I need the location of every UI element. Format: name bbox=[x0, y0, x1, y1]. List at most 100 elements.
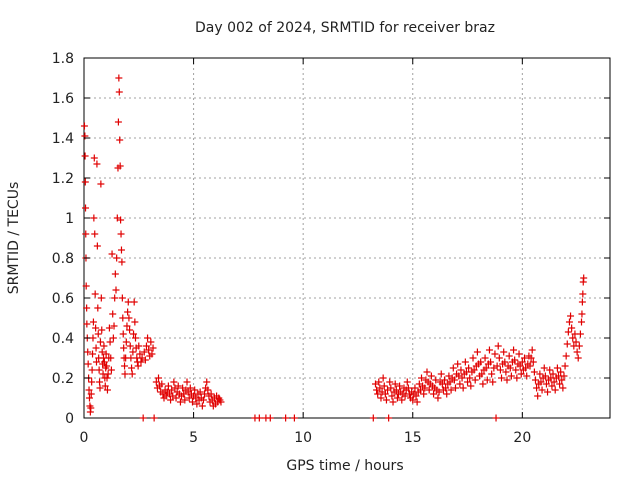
data-point bbox=[565, 318, 573, 326]
data-point bbox=[112, 286, 120, 294]
y-tick-label: 1 bbox=[65, 211, 74, 227]
data-point bbox=[493, 362, 501, 370]
data-point bbox=[186, 384, 194, 392]
data-point bbox=[396, 382, 404, 390]
data-point bbox=[82, 204, 90, 212]
data-point bbox=[130, 298, 138, 306]
data-point bbox=[446, 378, 454, 386]
data-point bbox=[459, 384, 467, 392]
data-point bbox=[170, 378, 178, 386]
data-point bbox=[139, 414, 147, 422]
data-point bbox=[553, 364, 561, 372]
data-point bbox=[551, 386, 559, 394]
data-point bbox=[531, 376, 539, 384]
y-tick-label: 0.2 bbox=[52, 371, 74, 387]
data-point bbox=[411, 384, 419, 392]
data-point bbox=[111, 294, 119, 302]
data-point bbox=[569, 334, 577, 342]
data-point bbox=[109, 310, 117, 318]
data-point bbox=[204, 386, 212, 394]
data-point bbox=[398, 396, 406, 404]
data-point bbox=[549, 370, 557, 378]
data-point bbox=[540, 364, 548, 372]
data-point bbox=[100, 358, 108, 366]
data-point bbox=[201, 390, 209, 398]
data-point bbox=[119, 330, 127, 338]
data-point bbox=[518, 358, 526, 366]
data-point bbox=[506, 364, 514, 372]
data-point bbox=[255, 414, 263, 422]
data-point bbox=[511, 356, 519, 364]
data-point bbox=[147, 338, 155, 346]
data-point bbox=[150, 414, 158, 422]
data-point bbox=[425, 386, 433, 394]
data-point bbox=[557, 368, 565, 376]
data-point bbox=[538, 386, 546, 394]
data-point bbox=[127, 354, 135, 362]
data-point bbox=[478, 370, 486, 378]
data-point bbox=[420, 390, 428, 398]
data-point bbox=[82, 230, 90, 238]
data-point bbox=[563, 340, 571, 348]
data-point bbox=[115, 74, 123, 82]
data-point bbox=[115, 88, 123, 96]
data-point bbox=[117, 246, 125, 254]
y-tick-label: 1.8 bbox=[52, 51, 74, 67]
data-point bbox=[203, 378, 211, 386]
data-point bbox=[96, 338, 104, 346]
data-point bbox=[489, 378, 497, 386]
data-point bbox=[87, 404, 95, 412]
data-point bbox=[495, 354, 503, 362]
data-point bbox=[88, 378, 96, 386]
y-tick-label: 1.6 bbox=[52, 91, 74, 107]
data-point bbox=[413, 398, 421, 406]
data-series-srmtid bbox=[80, 74, 588, 422]
data-point bbox=[87, 390, 95, 398]
data-point bbox=[121, 362, 129, 370]
plot-border bbox=[83, 57, 611, 419]
data-point bbox=[155, 374, 163, 382]
data-point bbox=[389, 398, 397, 406]
data-point bbox=[282, 414, 290, 422]
data-point bbox=[380, 382, 388, 390]
data-point bbox=[580, 274, 588, 282]
data-point bbox=[125, 314, 133, 322]
data-point bbox=[89, 350, 97, 358]
data-point bbox=[116, 136, 124, 144]
data-point bbox=[117, 230, 125, 238]
data-point bbox=[505, 352, 513, 360]
data-point bbox=[561, 362, 569, 370]
data-point bbox=[437, 370, 445, 378]
data-point bbox=[152, 378, 160, 386]
data-point bbox=[116, 162, 124, 170]
data-point bbox=[485, 346, 493, 354]
data-point bbox=[461, 358, 469, 366]
data-point bbox=[579, 290, 587, 298]
data-point bbox=[479, 380, 487, 388]
y-tick-label: 1.4 bbox=[52, 131, 74, 147]
data-point bbox=[104, 370, 112, 378]
data-point bbox=[134, 362, 142, 370]
data-point bbox=[471, 376, 479, 384]
data-point bbox=[560, 372, 568, 380]
data-point bbox=[140, 348, 148, 356]
data-point bbox=[544, 388, 552, 396]
data-point bbox=[578, 318, 586, 326]
data-point bbox=[149, 344, 157, 352]
data-point bbox=[103, 386, 111, 394]
data-point bbox=[148, 350, 156, 358]
data-point bbox=[550, 378, 558, 386]
data-point bbox=[451, 384, 459, 392]
data-point bbox=[573, 348, 581, 356]
data-point bbox=[501, 358, 509, 366]
data-point bbox=[564, 328, 572, 336]
data-point bbox=[118, 294, 126, 302]
data-point bbox=[101, 382, 109, 390]
data-point bbox=[207, 390, 215, 398]
data-point bbox=[423, 368, 431, 376]
data-point bbox=[450, 376, 458, 384]
y-tick-label: 1.2 bbox=[52, 171, 74, 187]
data-point bbox=[119, 314, 127, 322]
data-point bbox=[512, 366, 520, 374]
data-point bbox=[84, 360, 92, 368]
